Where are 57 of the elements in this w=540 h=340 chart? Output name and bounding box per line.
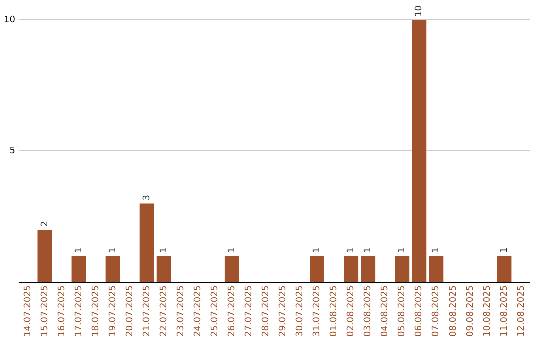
data-label: 1 [398,247,408,254]
bar [224,256,240,282]
data-label: 1 [159,247,170,254]
x-tick-label: 16.07.2025 [57,285,68,337]
bar [412,20,427,282]
data-label: 1 [228,247,238,254]
data-label: 1 [364,247,374,254]
x-tick-label: 03.08.2025 [364,285,374,337]
bar [497,256,512,282]
x-tick-label: 04.08.2025 [380,285,391,337]
data-label: 1 [74,247,84,254]
x-tick-label: 10.08.2025 [482,285,493,337]
x-tick-label: 15.07.2025 [40,285,50,337]
data-label: 10 [414,5,425,17]
data-label: 1 [500,247,510,254]
data-label: 1 [312,247,323,254]
y-tick-label: 5 [10,146,16,157]
x-tick-label: 23.07.2025 [176,285,186,337]
bar [310,256,325,282]
data-label: 3 [142,194,152,201]
x-tick-label: 30.07.2025 [296,285,306,337]
x-tick-label: 21.07.2025 [142,285,152,337]
x-tick-label: 06.08.2025 [414,285,425,337]
x-tick-label: 18.07.2025 [91,285,102,337]
x-tick-label: 26.07.2025 [228,285,238,337]
x-tick-label: 22.07.2025 [159,285,170,337]
bar [429,256,444,282]
x-tick-label: 28.07.2025 [262,285,272,337]
bar [38,230,52,282]
x-tick-label: 02.08.2025 [346,285,357,337]
x-tick-label: 27.07.2025 [244,285,255,337]
x-tick-label: 05.08.2025 [398,285,408,337]
x-tick-label: 25.07.2025 [210,285,221,337]
x-tick-label: 01.08.2025 [330,285,340,337]
bar [344,256,359,282]
x-tick-label: 24.07.2025 [193,285,204,337]
bar [395,256,410,282]
bar [361,256,376,282]
bar [106,256,120,282]
x-tick-label: 09.08.2025 [466,285,476,337]
x-tick-label: 29.07.2025 [278,285,289,337]
data-label: 1 [432,247,442,254]
x-tick-label: 07.08.2025 [432,285,442,337]
data-label: 1 [346,247,357,254]
x-tick-label: 20.07.2025 [125,285,136,337]
data-label: 1 [108,247,118,254]
data-label: 2 [40,221,50,227]
x-tick-label: 14.07.2025 [23,285,34,337]
x-tick-label: 08.08.2025 [448,285,459,337]
bar [156,256,172,282]
x-tick-label: 19.07.2025 [108,285,118,337]
x-tick-label: 11.08.2025 [500,285,510,337]
bar [140,204,154,282]
x-tick-label: 12.08.2025 [516,285,527,337]
x-tick-label: 17.07.2025 [74,285,84,337]
bar [72,256,86,282]
x-tick-label: 31.07.2025 [312,285,323,337]
